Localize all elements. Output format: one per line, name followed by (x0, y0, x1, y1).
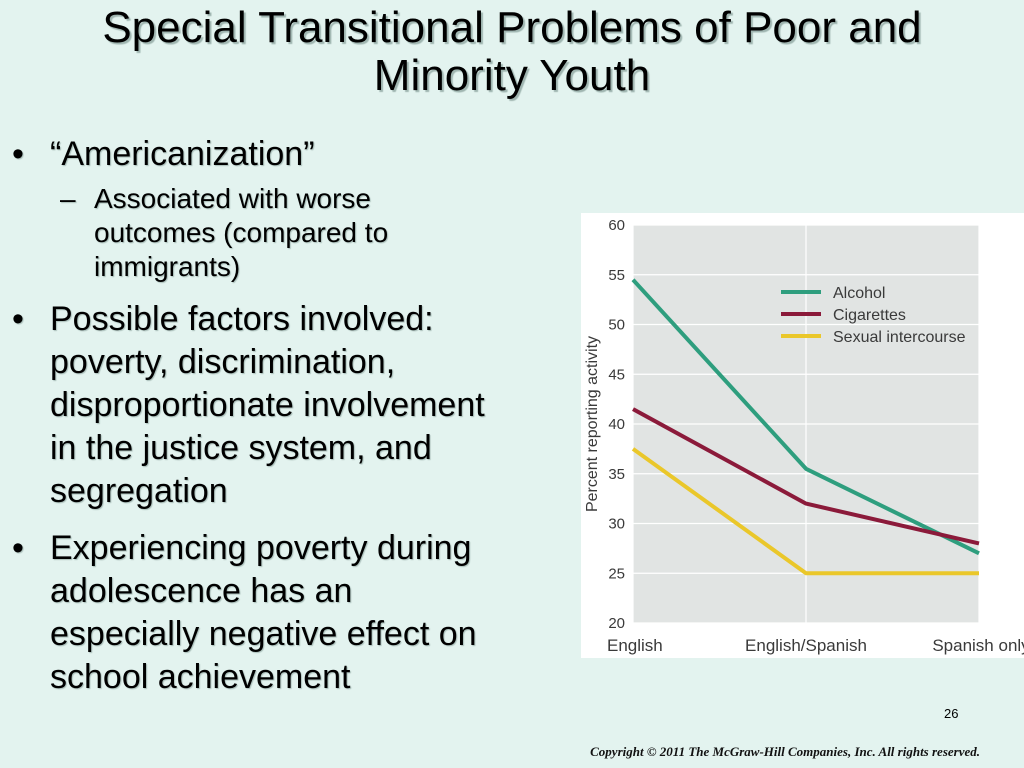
bullet-glyph: • (12, 135, 24, 173)
sub-bullet-line-3: immigrants) (94, 251, 241, 282)
x-tick-label: Spanish only (932, 636, 1024, 655)
line-chart: 20 25 30 35 40 45 50 55 60 English English/Spanish… (581, 213, 1024, 658)
x-tick-label: English (607, 636, 663, 655)
bullet-line-3: especially negative effect on (50, 615, 477, 653)
y-tick-label: 60 (608, 217, 625, 234)
legend-label: Alcohol (833, 285, 885, 302)
y-axis-label: Percent reporting activity (584, 336, 601, 512)
series-line (632, 407, 980, 546)
y-tick-label: 20 (608, 615, 625, 632)
y-tick-label: 50 (608, 317, 625, 334)
y-tick-label: 45 (608, 366, 625, 383)
bullet-line-4: school achievement (50, 658, 351, 696)
bullet-line-3: disproportionate involvement (50, 386, 485, 424)
legend-label: Sexual intercourse (833, 329, 966, 346)
series-line (631, 278, 980, 556)
bullet-text: “Americanization” (50, 135, 315, 173)
copyright-notice: Copyright © 2011 The McGraw-Hill Compani… (590, 744, 980, 759)
slide-title: Special Transitional Problems of Poor an… (0, 4, 1024, 100)
y-tick-label: 35 (608, 466, 625, 483)
sub-bullet-outcomes: – Associated with worse outcomes (compar… (10, 182, 474, 284)
bullet-list: • “Americanization” – Associated with wo… (10, 134, 570, 699)
y-tick-label: 55 (608, 267, 625, 284)
sub-bullet-line-2: outcomes (compared to (94, 217, 389, 248)
chart-svg: 20 25 30 35 40 45 50 55 60 English English/Spanish… (584, 217, 1024, 655)
bullet-line-1: Experiencing poverty during (50, 529, 472, 567)
bullet-americanization: • “Americanization” (10, 134, 570, 174)
y-tick-label: 25 (608, 565, 625, 582)
dash-glyph: – (60, 183, 76, 214)
bullet-glyph: • (12, 529, 24, 567)
bullet-poverty: • Experiencing poverty during adolescenc… (10, 527, 570, 699)
sub-bullet-line-1: Associated with worse (94, 183, 372, 214)
bullet-line-4: in the justice system, and (50, 429, 432, 467)
x-tick-label: English/Spanish (745, 636, 867, 655)
bullet-glyph: • (12, 300, 24, 338)
y-tick-label: 30 (608, 516, 625, 533)
page-number: 26 (944, 706, 959, 721)
y-tick-label: 40 (608, 416, 625, 433)
bullet-line-1: Possible factors involved: (50, 300, 434, 338)
bullet-line-2: adolescence has an (50, 572, 353, 610)
series-line (631, 447, 979, 576)
bullet-line-5: segregation (50, 472, 228, 510)
slide-title-line-1: Special Transitional Problems of Poor an… (102, 3, 922, 52)
bullet-line-2: poverty, discrimination, (50, 343, 396, 381)
slide-title-line-2: Minority Youth (373, 51, 651, 100)
bullet-factors: • Possible factors involved: poverty, di… (10, 298, 570, 513)
legend-label: Cigarettes (833, 307, 906, 324)
